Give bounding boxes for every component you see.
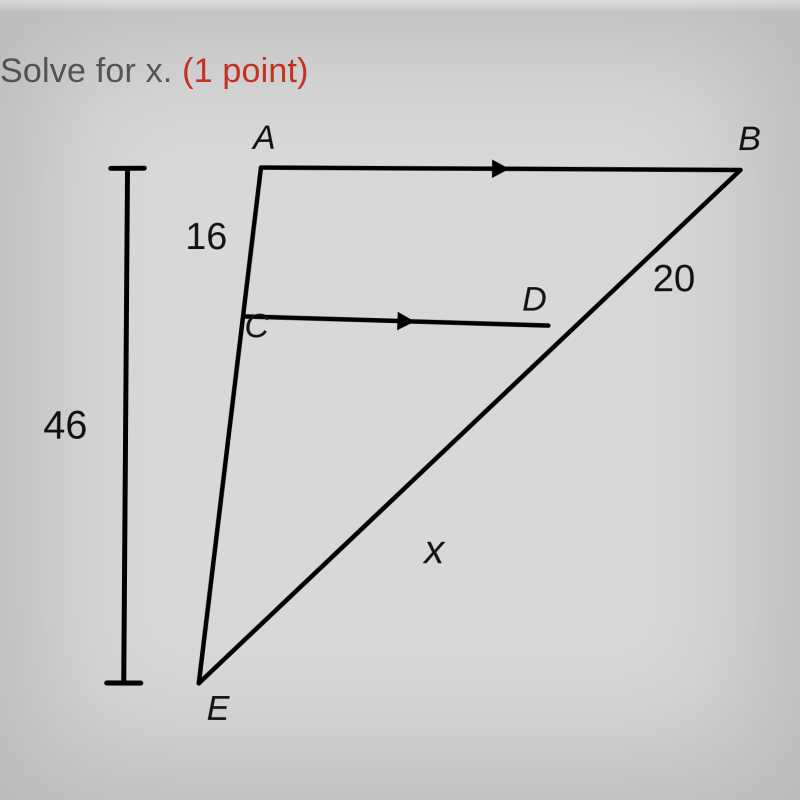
label-D: D (522, 281, 547, 320)
label-DE-x: x (424, 528, 444, 574)
diagram-svg (18, 110, 787, 757)
label-A: A (253, 119, 276, 158)
label-E: E (207, 689, 230, 729)
prompt-text: Solve for x. (0, 52, 182, 90)
question-prompt: Solve for x. (1 point) (0, 52, 800, 91)
label-AC-16: 16 (185, 216, 227, 259)
content-area: Solve for x. (1 point) A B C D E 16 20 x… (0, 12, 800, 800)
label-C: C (244, 307, 269, 346)
points-text: (1 point) (182, 52, 309, 90)
label-B: B (738, 120, 761, 159)
label-BD-20: 20 (653, 258, 696, 301)
label-AE-46: 46 (43, 403, 88, 448)
diagram: A B C D E 16 20 x 46 (18, 110, 787, 757)
top-grey-bar (0, 0, 800, 12)
